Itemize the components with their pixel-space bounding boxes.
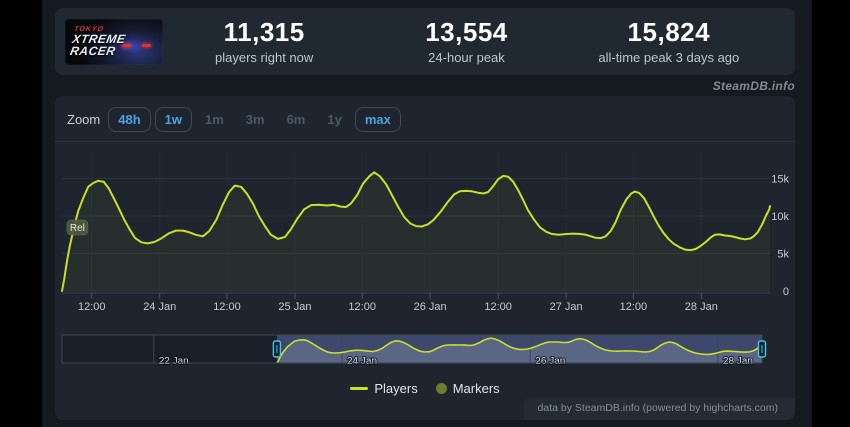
stat-value: 13,554	[425, 17, 508, 48]
stat-label: all-time peak 3 days ago	[598, 49, 740, 65]
y-tick-label: 15k	[771, 174, 789, 186]
zoom-button-48h[interactable]: 48h	[108, 106, 151, 132]
x-tick-label: 28 Jan	[685, 301, 718, 313]
players-area-fill	[62, 172, 770, 291]
stats: 11,315 players right now 13,554 24-hour pea…	[163, 17, 795, 65]
header-card: TOKYO XTREME RACER 11,315 players right n…	[55, 8, 795, 75]
navigator-series-line	[276, 337, 763, 364]
car-taillight-art	[122, 43, 131, 47]
x-tick-label: 12:00	[620, 301, 648, 313]
steamdb-watermark: SteamDB.info	[712, 79, 795, 93]
zoom-button-1m: 1m	[196, 108, 233, 131]
y-tick-label: 5k	[777, 249, 789, 261]
x-tick-label: 12:00	[213, 301, 241, 313]
navigator-tick-label: 28 Jan	[723, 356, 753, 367]
y-tick-label: 10k	[771, 211, 789, 223]
x-tick-label: 26 Jan	[414, 301, 447, 313]
legend-label: Players	[374, 380, 418, 396]
legend-item-players[interactable]: Players	[350, 380, 418, 396]
x-tick-label: 12:00	[484, 301, 512, 313]
stat-value: 11,315	[223, 17, 305, 48]
zoom-button-6m: 6m	[278, 108, 315, 131]
x-tick-label: 12:00	[78, 301, 106, 313]
navigator-tick-label: 22 Jan	[159, 356, 189, 367]
chart-panel: Zoom 48h 1w 1m 3m 6m 1y max 12:00 24 Jan 12:00 25…	[55, 96, 795, 420]
zoom-button-3m: 3m	[237, 108, 274, 131]
main-chart-svg[interactable]: 12:00 24 Jan 12:00 25 Jan 12:00 26 Jan 12:00 27…	[55, 150, 795, 322]
navigator-tick-label: 24 Jan	[347, 356, 377, 367]
zoom-toolbar: Zoom 48h 1w 1m 3m 6m 1y max	[67, 106, 405, 132]
legend-item-markers[interactable]: Markers	[435, 380, 500, 396]
legend-line-swatch	[350, 386, 369, 390]
zoom-buttons: 48h 1w 1m 3m 6m 1y max	[108, 106, 405, 132]
legend-label: Markers	[452, 380, 500, 396]
toolbar-separator	[55, 141, 795, 142]
car-taillight-art	[142, 43, 151, 47]
zoom-button-max[interactable]: max	[354, 106, 401, 132]
x-tick-label: 24 Jan	[143, 301, 176, 313]
zoom-button-1w[interactable]: 1w	[154, 106, 192, 132]
page-background: TOKYO XTREME RACER 11,315 players right n…	[42, 0, 812, 427]
navigator-area-fill	[276, 338, 762, 363]
legend-circle-swatch	[435, 382, 447, 394]
game-capsule-image[interactable]: TOKYO XTREME RACER	[65, 18, 163, 65]
release-flag-label: Rel	[70, 223, 85, 234]
stat-value: 15,824	[627, 17, 711, 48]
game-logo-title-line2: RACER	[69, 43, 117, 58]
zoom-label: Zoom	[67, 111, 101, 127]
stat-2: 15,824 all-time peak 3 days ago	[568, 17, 770, 65]
stat-0: 11,315 players right now	[163, 17, 365, 65]
stat-label: 24-hour peak	[428, 49, 505, 65]
navigator-svg[interactable]: 22 Jan 24 Jan 26 Jan 28 Jan	[55, 328, 795, 374]
game-logo-title-line1: XTREME	[71, 31, 127, 46]
stat-label: players right now	[215, 49, 314, 65]
navigator-tick-label: 26 Jan	[535, 356, 565, 367]
players-series-line[interactable]	[61, 171, 771, 292]
chart-credits: data by SteamDB.info (powered by highcha…	[523, 398, 795, 420]
x-tick-label: 25 Jan	[278, 301, 311, 313]
y-tick-label: 0	[783, 286, 789, 298]
chart-legend: Players Markers	[55, 379, 795, 397]
x-tick-label: 12:00	[348, 301, 376, 313]
zoom-button-1y: 1y	[318, 108, 350, 131]
x-tick-label: 27 Jan	[550, 301, 583, 313]
release-flag[interactable]	[66, 219, 89, 236]
stat-1: 13,554 24-hour peak	[365, 17, 567, 65]
